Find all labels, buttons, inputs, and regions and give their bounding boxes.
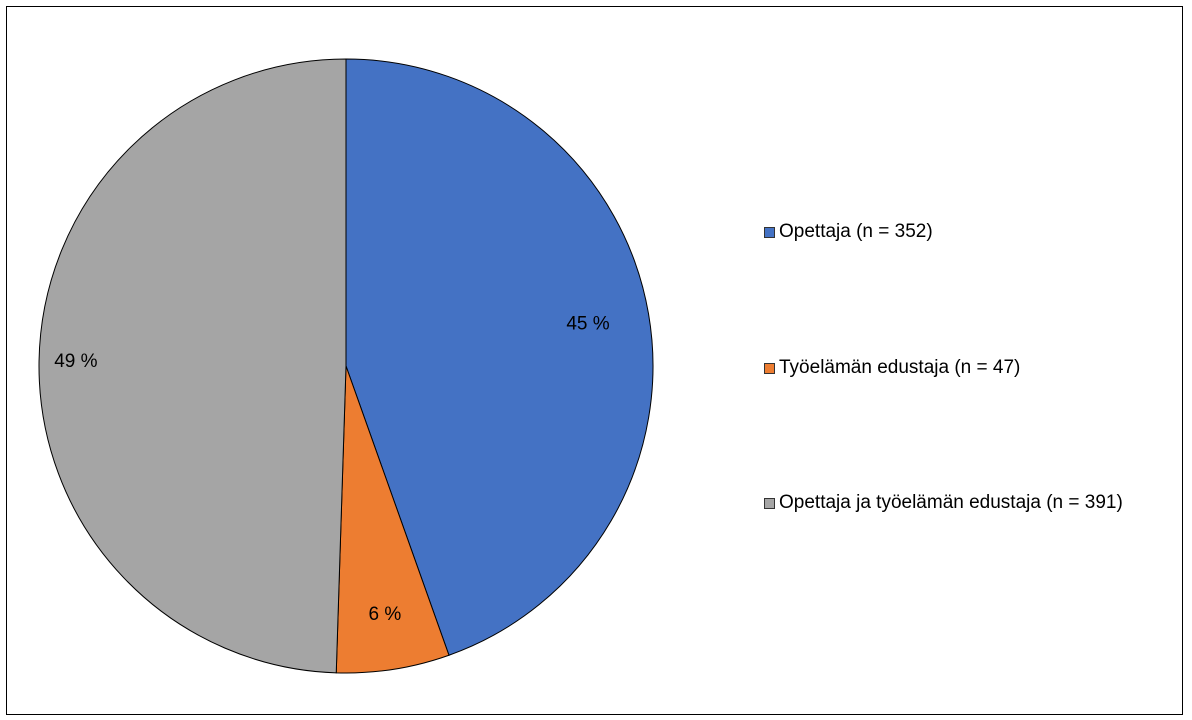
legend-swatch-molemmat [764, 497, 775, 509]
legend-swatch-tyoelaman-edustaja [764, 362, 775, 374]
slice-data-label-1: 6 % [369, 604, 402, 625]
legend-item-molemmat: Opettaja ja työelämän edustaja (n = 391) [764, 492, 1123, 514]
legend-item-opettaja: Opettaja (n = 352) [764, 221, 933, 243]
legend-label-opettaja: Opettaja (n = 352) [779, 221, 933, 242]
pie-slice-2 [38, 58, 347, 674]
slice-data-label-0: 45 % [566, 314, 609, 335]
legend-label-tyoelaman-edustaja: Työelämän edustaja (n = 47) [779, 357, 1021, 378]
slice-data-label-2: 49 % [54, 351, 97, 372]
pie-slice-0 [345, 58, 654, 656]
legend-item-tyoelaman-edustaja: Työelämän edustaja (n = 47) [764, 357, 1020, 379]
legend-label-molemmat: Opettaja ja työelämän edustaja (n = 391) [779, 492, 1123, 513]
legend-swatch-opettaja [764, 226, 775, 238]
